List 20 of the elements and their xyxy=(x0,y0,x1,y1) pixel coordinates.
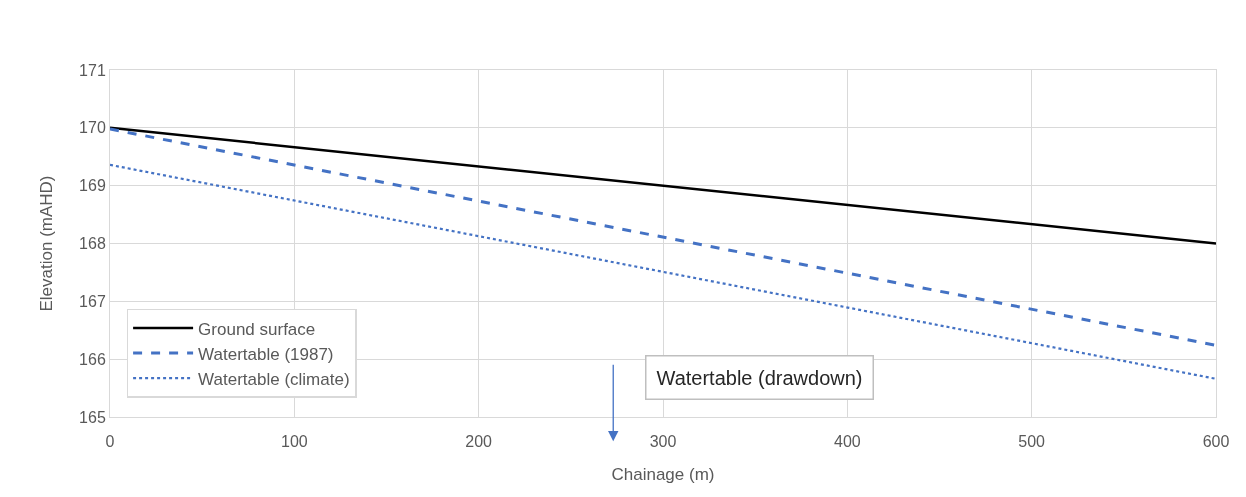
legend-label: Ground surface xyxy=(198,319,316,339)
y-tick-label: 169 xyxy=(79,177,106,195)
x-tick-label: 500 xyxy=(1018,433,1046,451)
x-axis-title: Chainage (m) xyxy=(611,464,715,484)
x-tick-label: 300 xyxy=(649,433,677,451)
y-tick-label: 166 xyxy=(79,350,106,368)
y-tick-label: 168 xyxy=(79,235,106,253)
y-axis-title: Elevation (mAHD) xyxy=(36,175,56,312)
y-tick-label: 170 xyxy=(79,119,106,137)
y-tick-label: 167 xyxy=(79,292,106,310)
x-tick-label: 200 xyxy=(465,433,493,451)
x-tick-label: 400 xyxy=(833,433,861,451)
annotation: Watertable (drawdown) xyxy=(656,366,863,389)
y-tick-label: 171 xyxy=(79,61,106,79)
x-tick-label: 600 xyxy=(1202,433,1230,451)
x-tick-label: 0 xyxy=(105,433,115,451)
legend-label: Watertable (climate) xyxy=(198,369,350,389)
x-tick-label: 100 xyxy=(280,433,308,451)
legend-label: Watertable (1987) xyxy=(198,344,334,364)
y-tick-label: 165 xyxy=(79,408,106,426)
